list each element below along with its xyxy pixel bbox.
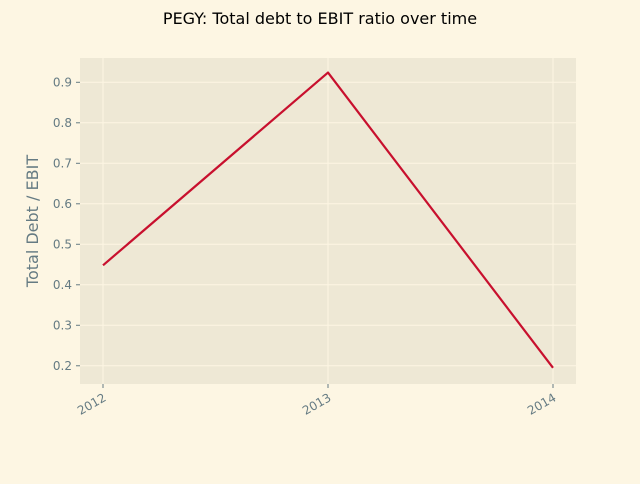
- y-tick-label: 0.9: [53, 75, 72, 89]
- y-tick-label: 0.3: [53, 318, 72, 332]
- y-axis-label: Total Debt / EBIT: [23, 155, 42, 288]
- y-tick-label: 0.2: [53, 359, 72, 373]
- y-tick-label: 0.5: [53, 237, 72, 251]
- y-tick-label: 0.4: [53, 278, 72, 292]
- y-tick-label: 0.6: [53, 197, 72, 211]
- chart-title: PEGY: Total debt to EBIT ratio over time: [163, 9, 477, 28]
- y-tick-label: 0.8: [53, 116, 72, 130]
- y-tick-label: 0.7: [53, 156, 72, 170]
